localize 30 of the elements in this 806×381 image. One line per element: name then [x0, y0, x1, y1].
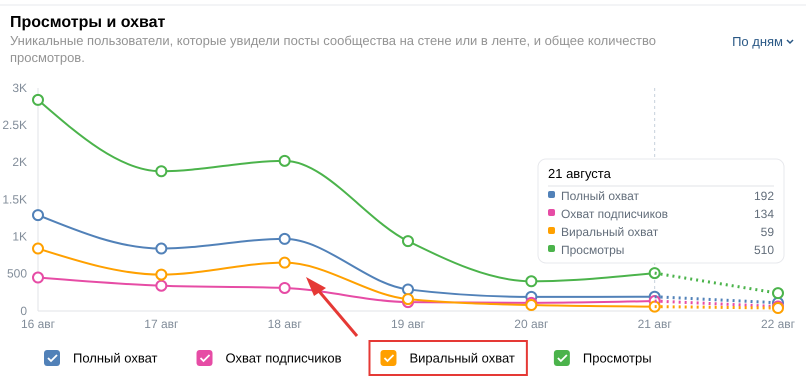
annotation: 21 августа [548, 166, 612, 181]
x-tick-label: 17 авг [144, 317, 180, 331]
chart-subtitle: Уникальные пользователи, которые увидели посты сообщества на стене или в ленте, и общее количество просмотров. [10, 33, 656, 65]
annotation: 59 [760, 225, 774, 239]
legend-label: Виральный охват [561, 225, 659, 239]
text: Охват подписчиков [561, 207, 668, 221]
legend-label: Полный охват [561, 189, 640, 203]
chart-title: Просмотры и охват [10, 14, 166, 31]
annotation: 134 [754, 207, 774, 221]
y-tick-label: 2K [12, 155, 27, 170]
text: Просмотры [582, 350, 652, 366]
annotation: 510 [754, 243, 774, 257]
x-tick-label: 20 авг [514, 317, 550, 331]
y-tick-label: 0 [20, 304, 28, 318]
x-tick-label: 16 авг [20, 317, 56, 331]
y-tick-label: 2.5K [2, 118, 27, 132]
annotation: 192 [754, 189, 774, 203]
x-tick-label: 22 авг [760, 317, 796, 331]
text: Полный охват [73, 350, 158, 366]
text: По дням [732, 34, 784, 49]
y-tick-label: 500 [6, 266, 28, 281]
legend-label: Охват подписчиков [226, 350, 342, 366]
x-tick-label: 21 авг [638, 317, 672, 331]
legend-label: Просмотры [561, 243, 624, 257]
y-tick-label: 1K [12, 230, 27, 244]
y-tick-label: 3K [12, 80, 27, 95]
x-tick-label: 19 авг [390, 317, 426, 331]
y-tick-label: 1.5K [2, 192, 27, 206]
x-tick-label: 18 авг [268, 317, 302, 331]
text: Виральный охват [409, 350, 515, 366]
